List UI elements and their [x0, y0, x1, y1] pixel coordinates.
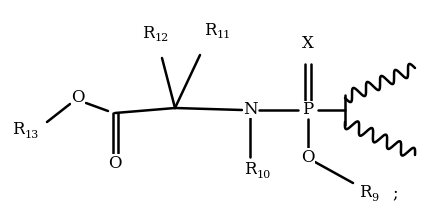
Text: 9: 9: [372, 193, 379, 203]
Text: R: R: [142, 24, 154, 42]
Text: ;: ;: [392, 185, 398, 202]
Text: O: O: [301, 148, 315, 165]
Text: 12: 12: [155, 33, 169, 43]
Text: 13: 13: [24, 130, 39, 140]
Text: N: N: [242, 101, 257, 119]
Text: 11: 11: [216, 30, 231, 40]
Text: R: R: [204, 22, 216, 38]
Text: O: O: [108, 154, 122, 172]
Text: R: R: [12, 121, 24, 139]
Text: O: O: [71, 88, 85, 106]
Text: X: X: [302, 35, 314, 51]
Text: R: R: [359, 185, 371, 202]
Text: 10: 10: [257, 170, 271, 180]
Text: R: R: [244, 161, 256, 178]
Text: P: P: [302, 101, 314, 119]
